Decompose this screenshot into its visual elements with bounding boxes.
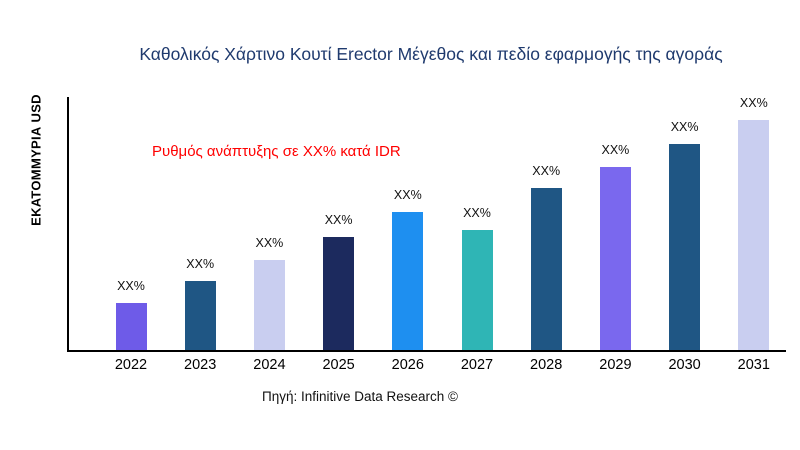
- bar-value-label-2024: XX%: [255, 236, 284, 250]
- x-tick-2031: 2031: [737, 357, 770, 373]
- bar-value-label-2031: XX%: [739, 96, 768, 110]
- bar-2025: [323, 237, 355, 350]
- chart-title: Καθολικός Χάρτινο Κουτί Erector Μέγεθος …: [139, 44, 723, 64]
- bar-2028: [530, 188, 562, 350]
- growth-annotation: Ρυθμός ανάπτυξης σε XX% κατά IDR: [152, 143, 401, 160]
- x-tick-2026: 2026: [391, 357, 424, 373]
- bar-2027: [461, 230, 493, 350]
- x-tick-2022: 2022: [114, 357, 148, 373]
- x-tick-2025: 2025: [322, 357, 355, 373]
- bar-2023: [184, 281, 216, 350]
- x-tick-2028: 2028: [530, 357, 563, 373]
- y-axis-label: ΕΚΑΤΟΜΜΥΡΙΑ USD: [28, 94, 44, 226]
- source-note: Πηγή: Infinitive Data Research ©: [261, 389, 459, 404]
- bar-value-label-2023: XX%: [186, 257, 215, 271]
- bar-value-label-2026: XX%: [393, 188, 422, 202]
- bar-value-label-2027: XX%: [463, 206, 491, 220]
- x-tick-2029: 2029: [599, 357, 632, 373]
- bar-value-label-2029: XX%: [601, 143, 630, 157]
- bar-value-label-2030: XX%: [670, 120, 699, 134]
- x-tick-2024: 2024: [253, 357, 286, 373]
- bar-2030: [669, 144, 701, 350]
- x-tick-2023: 2023: [184, 357, 217, 373]
- y-axis-line: [67, 97, 69, 351]
- bar-value-label-2022: XX%: [117, 279, 145, 293]
- x-axis-line: [67, 350, 786, 352]
- bar-value-label-2025: XX%: [324, 213, 353, 227]
- bar-2026: [392, 212, 424, 350]
- x-tick-2030: 2030: [668, 357, 701, 373]
- bar-value-label-2028: XX%: [532, 164, 561, 178]
- bar-2022: [115, 303, 147, 350]
- x-tick-2027: 2027: [460, 357, 494, 373]
- bar-2031: [738, 120, 770, 350]
- bar-2024: [253, 260, 285, 350]
- bar-2029: [599, 167, 631, 350]
